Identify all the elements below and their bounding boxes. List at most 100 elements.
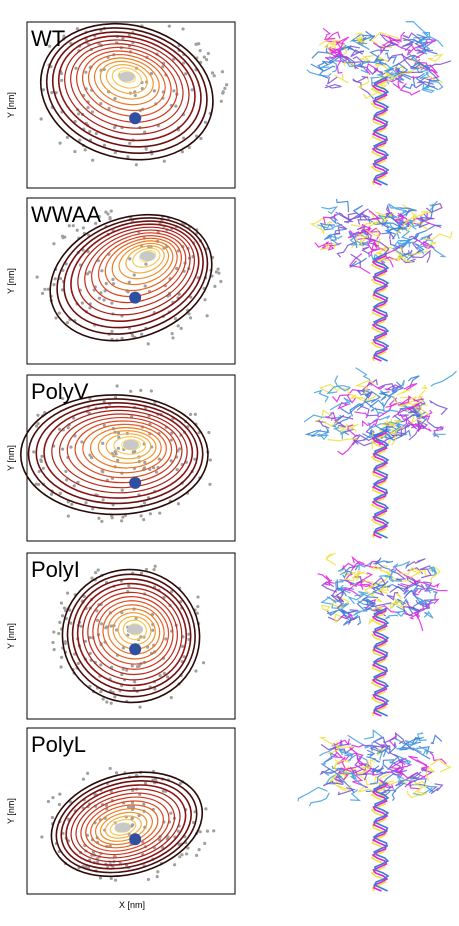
sample-point — [97, 296, 102, 300]
sample-point — [109, 701, 113, 705]
sample-point — [58, 491, 62, 495]
sample-point — [52, 630, 56, 634]
coil — [408, 420, 426, 441]
sample-point — [220, 70, 225, 74]
contour — [125, 245, 165, 274]
coil — [408, 219, 422, 227]
coil — [416, 746, 434, 754]
coil — [334, 375, 351, 392]
coil — [388, 757, 407, 770]
sample-point — [171, 336, 175, 340]
contour — [66, 573, 196, 698]
coil — [334, 414, 346, 428]
coil — [420, 403, 431, 416]
sample-point — [158, 511, 162, 515]
contour — [89, 426, 162, 469]
coil — [373, 67, 394, 75]
sample-point — [57, 802, 62, 807]
sample-point — [161, 789, 165, 793]
coil — [320, 596, 338, 609]
coil — [428, 399, 448, 416]
contour — [91, 232, 187, 304]
coil — [384, 51, 398, 64]
sample-point — [176, 249, 180, 253]
coil — [411, 577, 426, 590]
coil — [411, 249, 431, 263]
contour — [75, 792, 176, 859]
coil — [311, 44, 331, 59]
sample-point — [158, 838, 162, 842]
coil — [357, 213, 371, 225]
sample-point — [59, 71, 64, 76]
coil — [350, 253, 361, 268]
sample-point — [94, 221, 98, 226]
coil — [342, 45, 354, 51]
sample-point — [153, 687, 157, 691]
coil — [412, 780, 428, 795]
coil — [317, 223, 343, 229]
sample-point — [109, 876, 113, 881]
coil — [377, 214, 397, 227]
coil — [337, 584, 351, 594]
sample-point — [94, 131, 98, 136]
sample-point — [81, 777, 86, 781]
sample-point — [104, 281, 108, 286]
sample-point — [181, 61, 186, 65]
sample-point — [146, 877, 151, 882]
coil — [329, 213, 339, 225]
coil — [356, 224, 373, 232]
sample-point — [121, 36, 125, 40]
coil — [431, 432, 446, 438]
sample-point — [181, 136, 186, 140]
sample-point — [73, 119, 77, 124]
coil — [419, 599, 435, 608]
reference-point — [129, 643, 142, 656]
y-axis-label: Y [nm] — [6, 798, 16, 824]
coil — [358, 63, 369, 74]
coil — [322, 579, 335, 586]
coil — [396, 598, 409, 606]
sample-point — [188, 316, 193, 320]
sample-point — [208, 458, 212, 462]
coil — [329, 397, 353, 411]
coil — [339, 602, 350, 611]
sample-point — [169, 811, 173, 815]
coil — [418, 217, 433, 229]
sample-point — [170, 332, 174, 336]
coil — [331, 40, 348, 56]
x-axis-label: X [nm] — [119, 900, 145, 910]
sample-point — [88, 453, 92, 457]
coil — [420, 39, 427, 49]
coil — [334, 73, 349, 84]
coil — [402, 78, 416, 90]
sample-point — [212, 829, 216, 833]
contour — [99, 60, 154, 100]
sample-point — [81, 226, 86, 230]
coil — [377, 584, 390, 593]
sample-point — [157, 457, 161, 461]
sample-point — [221, 91, 225, 95]
coil — [382, 401, 399, 413]
panel-label: WWAA — [31, 202, 101, 227]
sample-point — [176, 829, 180, 833]
contour — [97, 600, 170, 665]
coil — [339, 570, 357, 576]
coil — [378, 574, 403, 582]
coil — [303, 411, 335, 423]
sample-point — [67, 224, 71, 228]
coil — [391, 782, 405, 801]
coil — [430, 370, 457, 387]
sample-point — [99, 663, 103, 667]
coil — [383, 419, 395, 427]
sample-point — [114, 771, 119, 775]
sample-point — [73, 150, 77, 154]
contour — [121, 439, 141, 451]
sample-point — [170, 431, 174, 435]
sample-point — [69, 445, 73, 449]
coil — [367, 248, 381, 257]
coil — [404, 423, 423, 432]
coil — [392, 80, 404, 90]
coil — [355, 35, 366, 44]
coil — [322, 213, 336, 225]
coil — [318, 38, 341, 46]
